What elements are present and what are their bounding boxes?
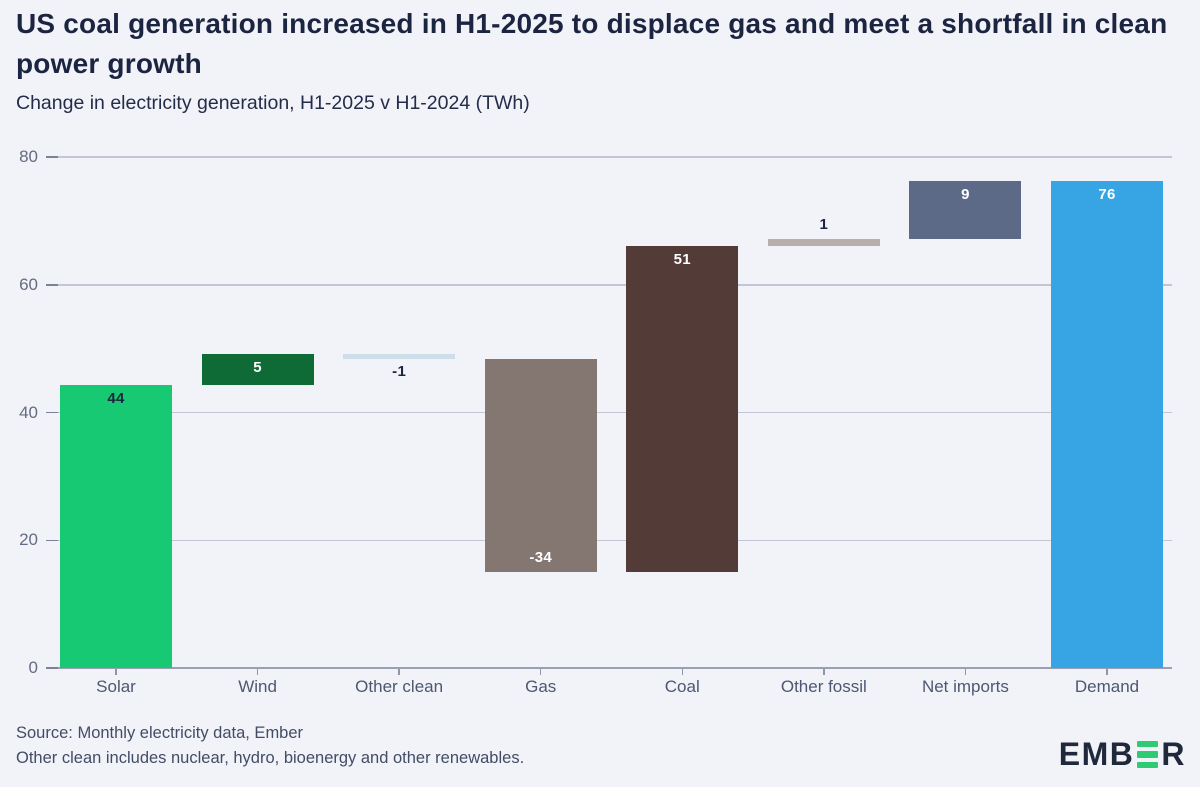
y-axis-tick — [46, 411, 58, 414]
gridline — [58, 156, 1172, 158]
x-axis-tick — [539, 669, 542, 675]
bar-value-label: 9 — [961, 186, 970, 204]
x-axis-tick — [398, 669, 400, 675]
bar-solar — [60, 385, 172, 668]
gridline — [58, 539, 1172, 541]
footnote: Other clean includes nuclear, hydro, bio… — [16, 749, 525, 767]
bar-net-imports — [909, 181, 1022, 239]
x-axis-tick — [823, 669, 825, 675]
bar-coal — [626, 245, 739, 572]
y-axis-tick — [46, 539, 58, 541]
y-axis-label: 60 — [19, 274, 38, 294]
x-axis-label: Gas — [525, 677, 557, 696]
x-axis-tick — [1106, 669, 1108, 675]
bar-demand — [1050, 181, 1163, 668]
x-axis-label: Coal — [664, 677, 700, 696]
x-axis-line — [58, 667, 1172, 669]
x-axis-label: Demand — [1074, 677, 1140, 696]
bar-value-label: 44 — [107, 390, 125, 408]
x-axis-label: Other fossil — [780, 677, 867, 696]
y-axis-tick — [46, 156, 58, 158]
bar-gas — [484, 358, 597, 572]
chart-subtitle: Change in electricity generation, H1-202… — [16, 92, 530, 114]
y-axis-label: 40 — [19, 402, 38, 422]
bar-other-clean — [343, 353, 456, 359]
x-axis-label: Other clean — [355, 677, 444, 696]
source-note: Source: Monthly electricity data, Ember — [16, 724, 304, 742]
x-axis-tick — [256, 669, 259, 675]
ember-logo-green-e-icon — [1137, 740, 1159, 769]
ember-logo-text-emb: EMB — [1058, 736, 1135, 772]
ember-logo: EMB R — [1059, 736, 1186, 773]
bar-value-label: -34 — [529, 548, 552, 566]
bar-wind — [201, 353, 314, 386]
y-axis-label: 80 — [19, 147, 38, 166]
x-axis-label: Net imports — [921, 677, 1009, 696]
y-axis-label: 20 — [19, 530, 38, 550]
bar-value-label: 51 — [673, 250, 691, 268]
y-axis-tick — [46, 667, 58, 669]
gridline — [58, 411, 1172, 414]
bar-value-label: 1 — [819, 215, 829, 233]
y-axis-tick — [46, 284, 58, 286]
x-axis-label: Wind — [238, 677, 277, 696]
bar-other-fossil — [767, 238, 880, 246]
chart-title: US coal generation increased in H1-2025 … — [16, 8, 1168, 79]
x-axis-tick — [964, 669, 967, 675]
ember-logo-text-r: R — [1161, 736, 1186, 772]
y-axis-label: 0 — [28, 658, 38, 677]
x-axis-tick — [115, 669, 117, 675]
x-axis-label: Solar — [96, 677, 136, 696]
bar-value-label: 76 — [1098, 186, 1116, 204]
bar-value-label: -1 — [392, 362, 407, 380]
bar-value-label: 5 — [253, 358, 262, 376]
x-axis-tick — [681, 669, 684, 675]
gridline — [58, 284, 1172, 286]
